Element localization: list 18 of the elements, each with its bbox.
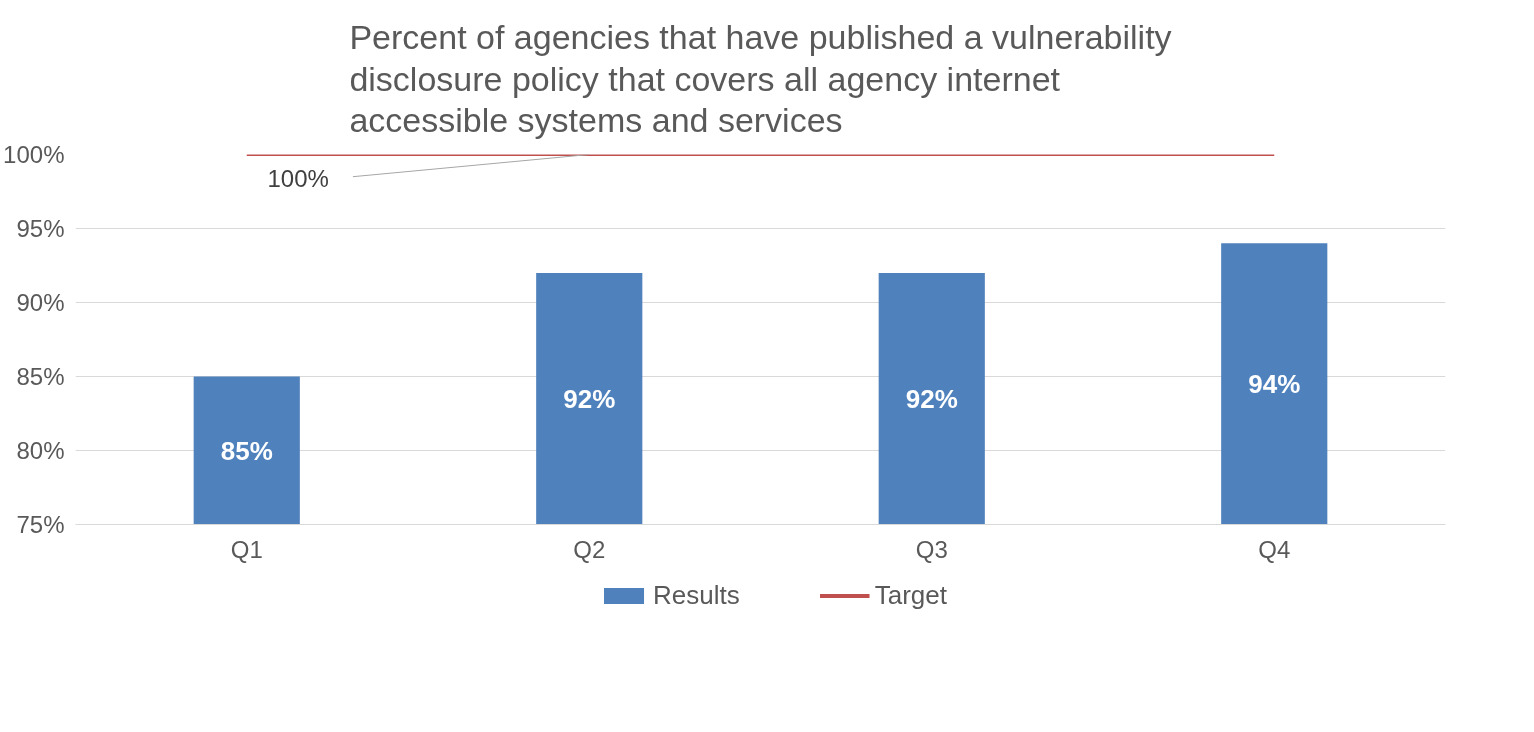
data-label: 94% xyxy=(1248,368,1301,399)
legend-label: Results xyxy=(653,579,740,611)
chart-title: Percent of agencies that have published a vulnerability disclosure policy that covers all agency internet accessible systems and services xyxy=(349,17,1172,140)
y-tick-label: 80% xyxy=(16,437,65,464)
y-tick-label: 95% xyxy=(16,215,65,242)
data-label: 85% xyxy=(220,435,273,466)
legend-label: Target xyxy=(874,579,947,611)
x-tick-label: Q2 xyxy=(573,535,606,563)
y-tick-label: 75% xyxy=(16,511,65,538)
annotation: 100% xyxy=(267,165,329,192)
y-tick-label: 100% xyxy=(3,141,65,168)
y-tick-label: 85% xyxy=(16,363,65,390)
x-tick-label: Q3 xyxy=(915,535,948,563)
x-tick-label: Q1 xyxy=(230,535,263,563)
data-label: 92% xyxy=(563,383,616,414)
data-label: 92% xyxy=(905,383,958,414)
y-tick-label: 90% xyxy=(16,289,65,316)
x-tick-label: Q4 xyxy=(1258,535,1291,563)
